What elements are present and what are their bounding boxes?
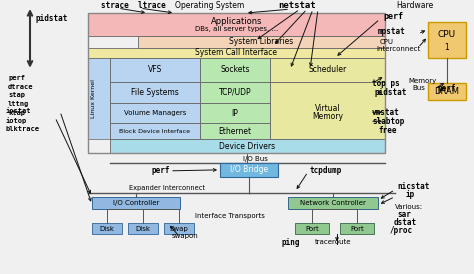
Text: sar: sar [397, 210, 411, 219]
Text: Interface Transports: Interface Transports [195, 213, 265, 219]
Text: Swap: Swap [170, 226, 188, 232]
Bar [428, 22, 466, 58]
Text: TCP/UDP: TCP/UDP [219, 88, 251, 97]
Text: lttng: lttng [8, 101, 29, 107]
Bar [88, 48, 385, 58]
Text: tcpdump: tcpdump [310, 166, 342, 175]
Bar [128, 223, 158, 234]
Bar [428, 82, 466, 100]
Bar [110, 139, 385, 153]
Text: Port: Port [350, 226, 364, 232]
Text: 1: 1 [445, 42, 449, 52]
Text: I/O Controller: I/O Controller [113, 199, 159, 206]
Text: File Systems: File Systems [131, 88, 179, 97]
Text: IP: IP [232, 109, 238, 118]
Text: Block Device Interface: Block Device Interface [119, 129, 191, 134]
Text: perf: perf [152, 166, 170, 175]
Text: free: free [378, 126, 396, 135]
Text: netstat: netstat [278, 1, 316, 10]
Text: CPU: CPU [380, 39, 394, 45]
Text: Various:: Various: [395, 204, 423, 210]
Bar [110, 58, 200, 82]
Text: iostat: iostat [5, 108, 30, 114]
Text: strace  ltrace: strace ltrace [100, 1, 165, 10]
Text: DBs, all server types, ...: DBs, all server types, ... [195, 26, 278, 32]
Text: I/O Bridge: I/O Bridge [230, 165, 268, 174]
Bar [220, 163, 278, 177]
Text: Virtual: Virtual [315, 104, 340, 113]
Text: VFS: VFS [148, 65, 162, 74]
Text: System Call Interface: System Call Interface [195, 48, 277, 57]
Text: Interconnect: Interconnect [376, 46, 420, 52]
Text: stap: stap [8, 92, 25, 98]
Text: swapon: swapon [172, 233, 199, 239]
Bar [164, 223, 194, 234]
Text: ping: ping [282, 238, 301, 247]
Text: DRAM: DRAM [435, 87, 459, 96]
Bar [88, 13, 385, 153]
Text: /proc: /proc [390, 226, 413, 235]
Text: blktrace: blktrace [5, 126, 39, 132]
Text: mpstat: mpstat [378, 27, 406, 36]
Bar [88, 58, 110, 139]
Text: Volume Managers: Volume Managers [124, 110, 186, 116]
Bar [92, 197, 180, 209]
Text: vmstat: vmstat [372, 108, 400, 117]
Bar [110, 103, 200, 123]
Bar [88, 13, 385, 36]
Text: ip: ip [405, 190, 414, 199]
Text: perf: perf [8, 75, 25, 81]
Text: Hardware: Hardware [396, 1, 434, 10]
Text: Scheduler: Scheduler [309, 65, 346, 74]
Text: Disk: Disk [100, 226, 115, 232]
Bar [270, 82, 385, 139]
Text: Memory: Memory [312, 112, 343, 121]
Bar [200, 103, 270, 123]
Bar [295, 223, 329, 234]
Bar [200, 123, 270, 139]
Text: top ps: top ps [372, 79, 400, 88]
Text: Sockets: Sockets [220, 65, 250, 74]
Text: Device Drivers: Device Drivers [219, 142, 275, 150]
Bar [110, 123, 200, 139]
Bar [138, 36, 385, 48]
Bar [270, 58, 385, 82]
Text: CPU: CPU [438, 30, 456, 39]
Text: pidstat: pidstat [375, 88, 407, 97]
Text: Ethernet: Ethernet [219, 127, 252, 136]
Text: Linux Kernel: Linux Kernel [91, 79, 97, 118]
Bar [92, 223, 122, 234]
Bar [200, 58, 270, 82]
Text: perf: perf [438, 84, 456, 93]
Bar [110, 82, 200, 103]
Text: iotop: iotop [5, 117, 26, 124]
Text: nicstat: nicstat [397, 182, 429, 191]
Text: traceroute: traceroute [315, 239, 352, 245]
Bar [288, 197, 378, 209]
Text: Bus: Bus [412, 85, 425, 92]
Text: Disk: Disk [136, 226, 151, 232]
Text: Port: Port [305, 226, 319, 232]
Text: Expander Interconnect: Expander Interconnect [129, 185, 205, 191]
Text: Memory: Memory [408, 78, 436, 84]
Bar [340, 223, 374, 234]
Text: Applications: Applications [211, 16, 262, 25]
Text: perf: perf [383, 12, 403, 21]
Bar [200, 82, 270, 103]
Text: ktap: ktap [8, 110, 25, 116]
Text: dtrace: dtrace [8, 84, 34, 90]
Text: Network Controller: Network Controller [300, 199, 366, 206]
Text: pidstat: pidstat [36, 13, 68, 22]
Text: dstat: dstat [394, 218, 417, 227]
Text: slabtop: slabtop [372, 117, 404, 126]
Text: I/O Bus: I/O Bus [243, 156, 267, 162]
Text: Operating System: Operating System [175, 1, 245, 10]
Text: System Libraries: System Libraries [229, 37, 293, 46]
